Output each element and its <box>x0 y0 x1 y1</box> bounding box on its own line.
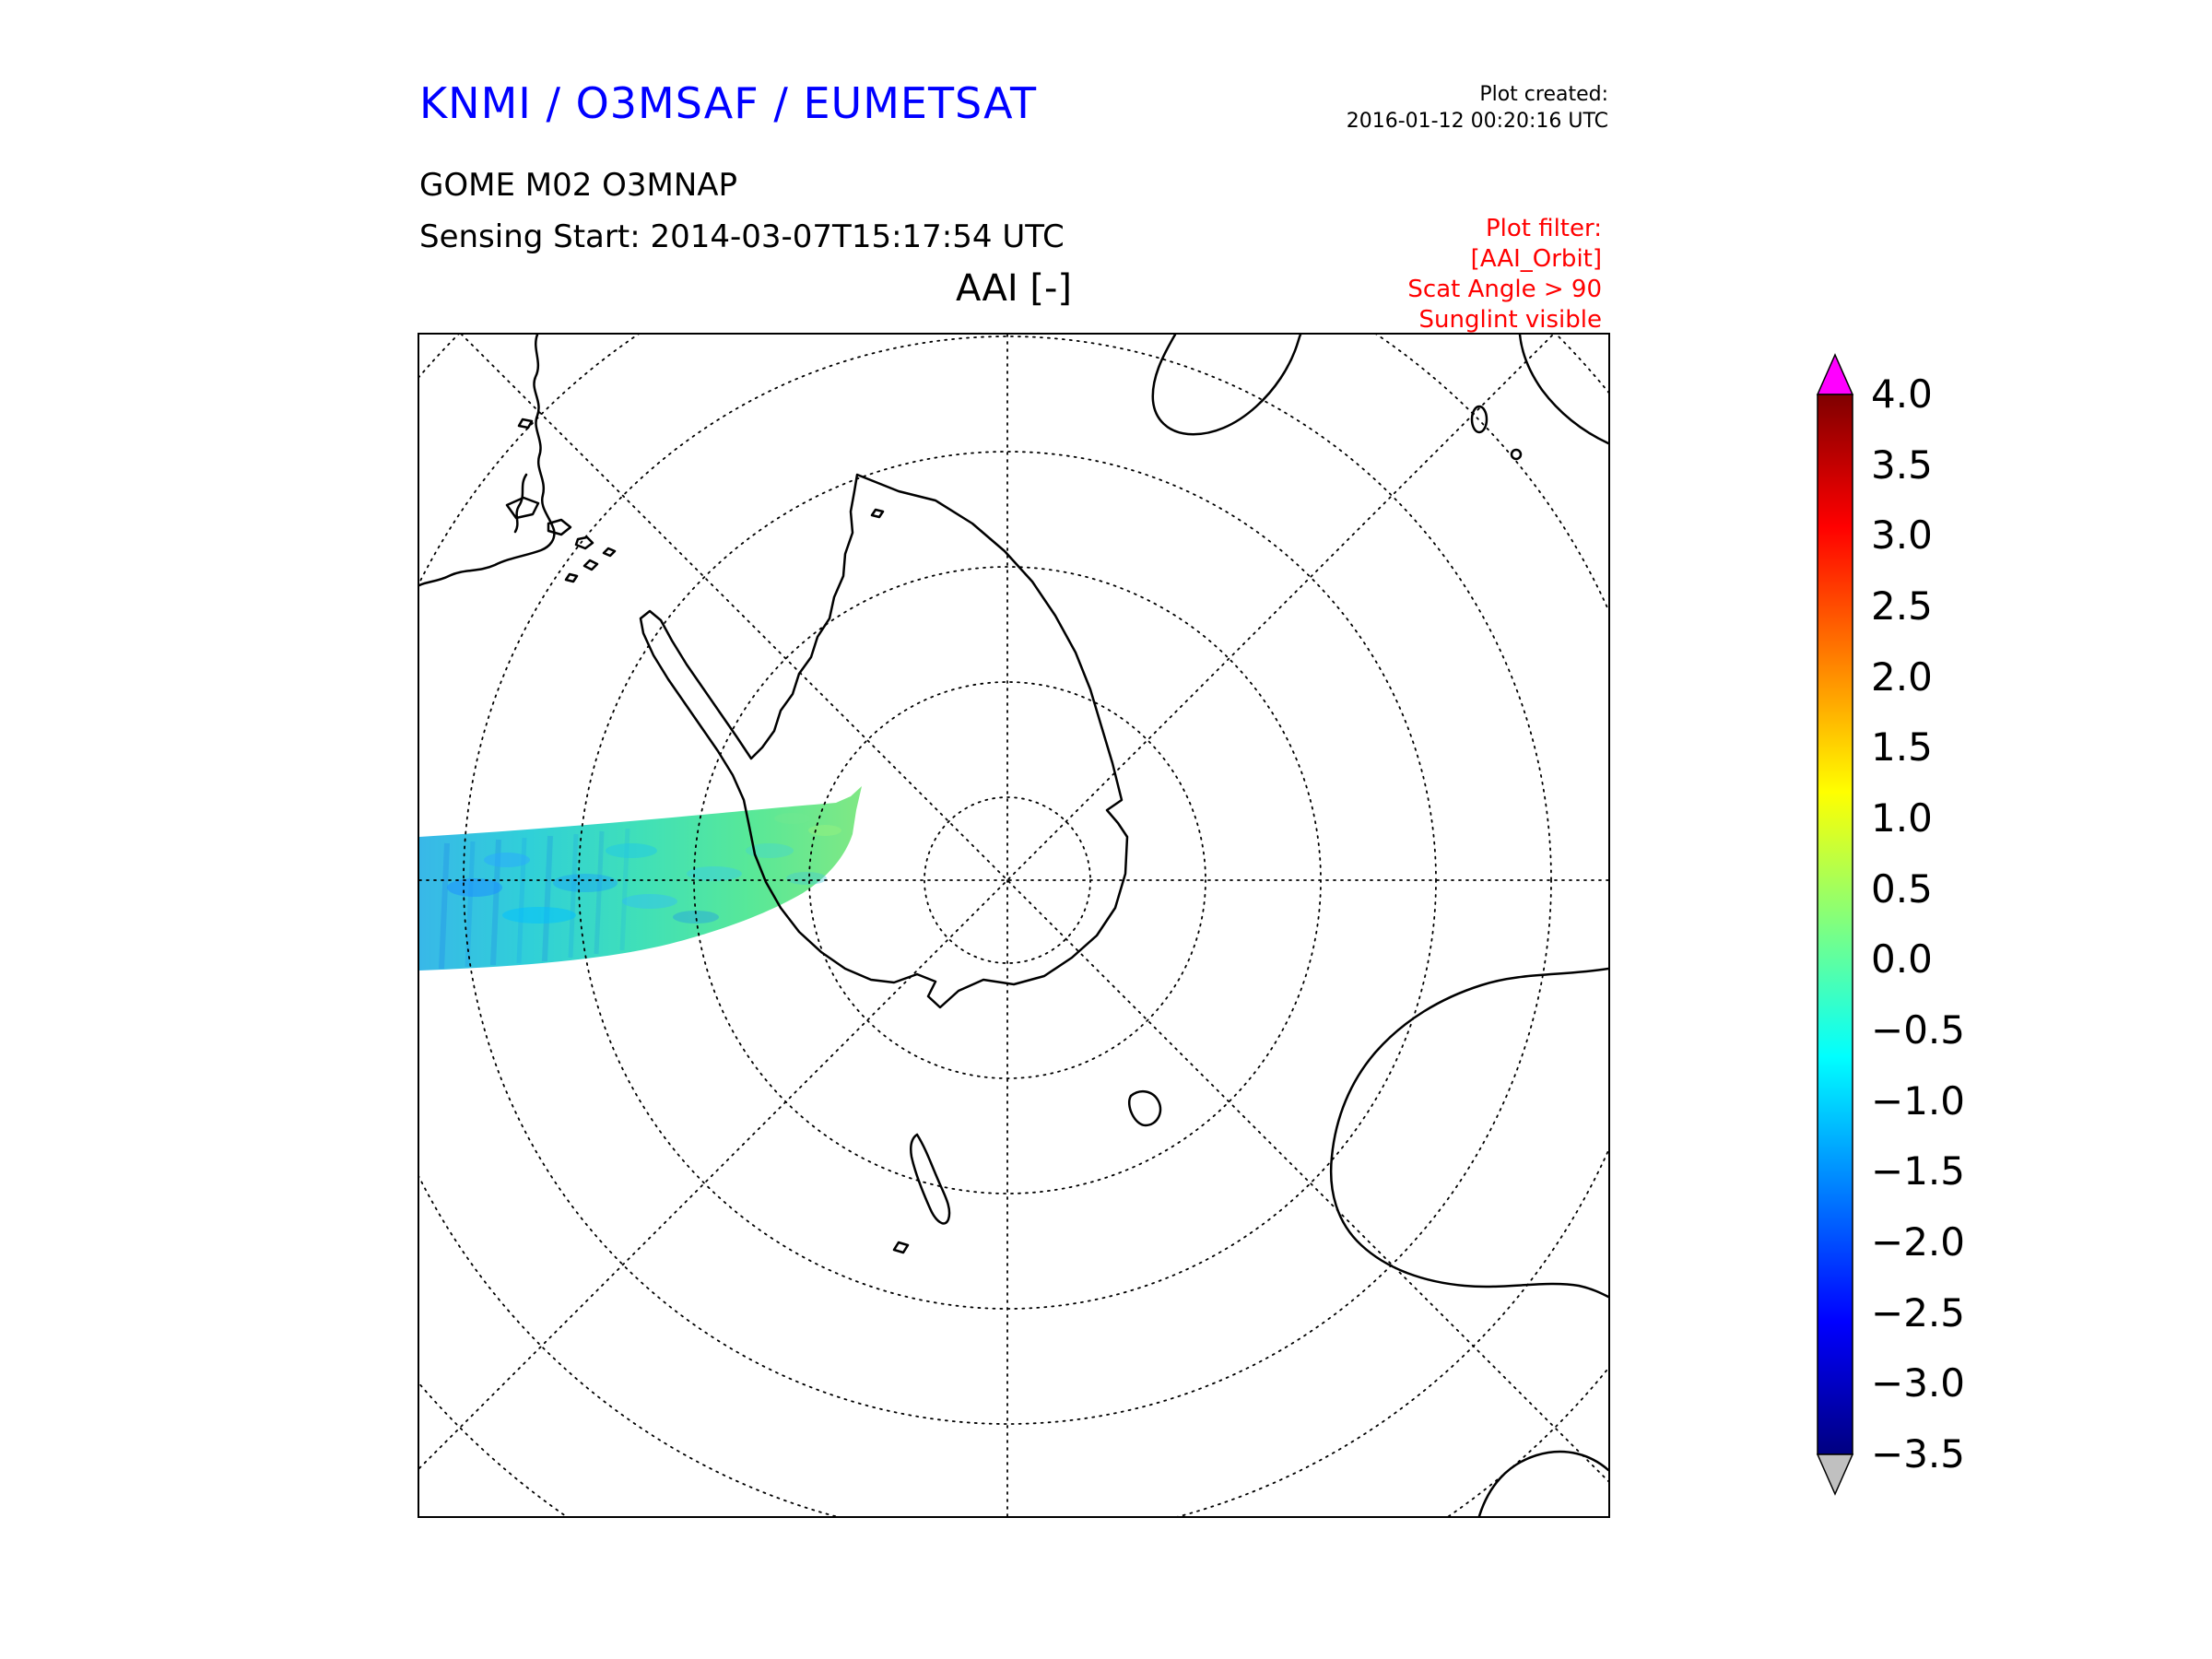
graticule <box>419 335 1608 1516</box>
plot-filter-orbit: [AAI_Orbit] <box>1470 245 1602 273</box>
island <box>547 518 572 536</box>
map-frame <box>418 333 1610 1518</box>
colorbar-tick-label: −1.0 <box>1871 1078 1965 1124</box>
island <box>892 1241 910 1254</box>
tasmania-island <box>1128 1089 1162 1127</box>
plot-created-block: Plot created: 2016-01-12 00:20:16 UTC <box>1347 81 1608 135</box>
island <box>602 547 617 558</box>
patagonia-fjords <box>513 473 528 534</box>
island <box>564 572 579 583</box>
africa-coastline <box>1151 335 1302 436</box>
island <box>505 496 540 520</box>
colorbar-tick-label: 2.0 <box>1871 654 1933 700</box>
colorbar-under-arrow <box>1816 1453 1854 1496</box>
island <box>582 559 599 571</box>
colorbar-tick-label: 2.5 <box>1871 583 1933 629</box>
aai-swath <box>419 786 862 971</box>
australia-southeast-coastline <box>1477 1450 1608 1516</box>
island <box>1510 448 1523 461</box>
island <box>870 508 885 519</box>
antarctica-coastline <box>639 473 1129 1009</box>
plot-created-timestamp: 2016-01-12 00:20:16 UTC <box>1346 110 1608 133</box>
colorbar-tick-label: −3.5 <box>1871 1431 1965 1477</box>
colorbar-tick-label: 1.5 <box>1871 724 1933 770</box>
colorbar-tick-label: 1.0 <box>1871 795 1933 841</box>
island <box>517 418 534 429</box>
plot-filter-scat-angle: Scat Angle > 90 <box>1407 276 1602 303</box>
plot-title: AAI [-] <box>956 267 1072 310</box>
colorbar-tick-label: 0.5 <box>1871 866 1933 912</box>
colorbar-tick-label: −0.5 <box>1871 1007 1965 1053</box>
plot-created-label: Plot created: <box>1479 83 1608 106</box>
map-plot <box>419 335 1608 1516</box>
plot-filter-sunglint: Sunglint visible <box>1418 306 1602 334</box>
colorbar <box>1816 353 1854 1496</box>
colorbar-over-arrow <box>1816 353 1854 395</box>
colorbar-tick-label: −2.0 <box>1871 1219 1965 1265</box>
australia-coastline <box>1329 967 1608 1299</box>
plot-filter-note: Plot filter: [AAI_Orbit] Scat Angle > 90… <box>1407 214 1602 335</box>
colorbar-tick-label: 3.5 <box>1871 442 1933 488</box>
colorbar-tick-label: −2.5 <box>1871 1290 1965 1335</box>
colorbar-tick-label: −3.0 <box>1871 1360 1965 1406</box>
colorbar-tick-label: −1.5 <box>1871 1148 1965 1194</box>
sensing-start: Sensing Start: 2014-03-07T15:17:54 UTC <box>419 218 1065 255</box>
island <box>1470 405 1488 434</box>
swath-speckle <box>447 813 841 924</box>
island <box>574 535 594 550</box>
south-america-coastline <box>419 335 556 587</box>
colorbar-tick-label: 4.0 <box>1871 371 1933 417</box>
org-title: KNMI / O3MSAF / EUMETSAT <box>419 78 1038 128</box>
colorbar-tick-label: 3.0 <box>1871 512 1933 558</box>
colorbar-tick-label: 0.0 <box>1871 936 1933 982</box>
product-name: GOME M02 O3MNAP <box>419 167 738 204</box>
colorbar-gradient <box>1817 394 1853 1455</box>
plot-filter-title: Plot filter: <box>1485 215 1602 242</box>
africa-corner-coastline <box>1518 335 1608 445</box>
new-zealand-coastline <box>910 1133 951 1225</box>
